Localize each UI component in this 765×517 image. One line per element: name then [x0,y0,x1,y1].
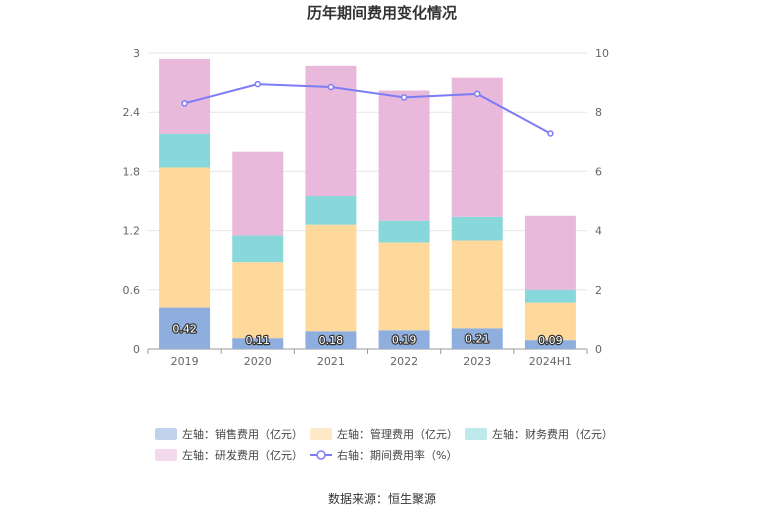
bar-segment[interactable] [524,215,576,290]
left-tick-label: 0.6 [123,284,141,297]
rate-line [184,83,551,135]
bar-segment[interactable] [451,216,503,241]
x-tick-label: 2020 [244,355,272,368]
rate-point[interactable] [547,130,554,137]
bar-segment[interactable] [451,240,503,329]
legend-label: 左轴：销售费用（亿元） [182,427,303,441]
bar-segment[interactable] [232,338,284,349]
bar-segment[interactable] [305,331,357,349]
legend-marker [316,450,326,460]
bar-segment[interactable] [451,77,503,217]
left-tick-label: 0 [133,343,140,356]
x-tick-label: 2019 [171,355,199,368]
rate-point[interactable] [181,100,188,107]
grid [148,52,587,350]
bar-segment[interactable] [378,220,430,243]
x-tick-label: 2021 [317,355,345,368]
left-tick-label: 2.4 [123,106,141,119]
left-tick-label: 3 [133,47,140,60]
bar-segment[interactable] [159,167,211,308]
data-label: 0.21 [465,333,490,346]
data-label: 0.11 [246,334,271,347]
left-tick-label: 1.8 [123,165,141,178]
bar-segment[interactable] [232,235,284,263]
bar-segment[interactable] [159,133,211,168]
data-source: 数据来源：恒生聚源 [328,491,436,506]
line-series [181,80,554,137]
rate-point[interactable] [474,90,481,98]
x-axis: 2019 2020 2021 2022 2023 2024H1 [147,349,588,368]
data-label: 0.09 [538,334,563,347]
right-tick-label: 2 [595,284,602,297]
bar-labels: 0.42 0.11 0.18 0.19 0.21 0.09 [171,321,564,348]
data-label: 0.19 [392,334,417,347]
rate-point[interactable] [254,80,261,88]
legend-label: 左轴：财务费用（亿元） [492,427,613,441]
legend-item[interactable]: 左轴：管理费用（亿元） [310,427,458,441]
right-tick-label: 8 [595,106,602,119]
chart-title: 历年期间费用变化情况 [307,4,457,22]
bar-segment[interactable] [378,330,430,349]
bar-segment[interactable] [159,58,211,134]
bar-segment[interactable] [524,340,576,349]
bar-segment[interactable] [451,328,503,349]
bar-segment[interactable] [232,262,284,339]
rate-point[interactable] [327,83,335,91]
right-tick-label: 6 [595,165,602,178]
data-label: 0.42 [172,322,197,335]
right-tick-label: 0 [595,343,602,356]
legend-item[interactable]: 右轴：期间费用率（%） [310,448,457,462]
legend-label: 左轴：研发费用（亿元） [182,448,303,462]
data-label: 0.18 [319,334,344,347]
x-tick-label: 2024H1 [529,355,572,368]
legend-item[interactable]: 左轴：研发费用（亿元） [155,448,303,462]
bar-segment[interactable] [524,302,576,341]
bar-segment[interactable] [232,151,284,236]
left-axis: 0 0.6 1.2 1.8 2.4 3 [123,47,141,356]
legend-label: 右轴：期间费用率（%） [337,448,457,462]
legend-swatch [155,449,177,461]
right-tick-label: 10 [595,47,609,60]
legend-item[interactable]: 左轴：销售费用（亿元） [155,427,303,441]
legend-swatch [310,428,332,440]
right-tick-label: 4 [595,225,602,238]
bar-segment[interactable] [378,90,430,221]
legend-label: 左轴：管理费用（亿元） [337,427,458,441]
rate-point[interactable] [400,94,408,101]
x-tick-label: 2022 [390,355,418,368]
legend[interactable]: 左轴：销售费用（亿元） 左轴：管理费用（亿元） 左轴：财务费用（亿元） 左轴：研发费用… [155,427,613,462]
bar-segment[interactable] [159,307,211,349]
left-tick-label: 1.2 [123,225,141,238]
bar-segment[interactable] [305,196,357,225]
legend-item[interactable]: 左轴：财务费用（亿元） [465,427,613,441]
x-tick-label: 2023 [463,355,491,368]
bar-segment[interactable] [524,289,576,303]
bar-segment[interactable] [305,224,357,332]
right-axis: 0 2 4 6 8 10 [595,47,609,356]
bars [159,58,576,349]
legend-swatch [155,428,177,440]
bar-segment[interactable] [378,242,430,331]
legend-swatch [465,428,487,440]
